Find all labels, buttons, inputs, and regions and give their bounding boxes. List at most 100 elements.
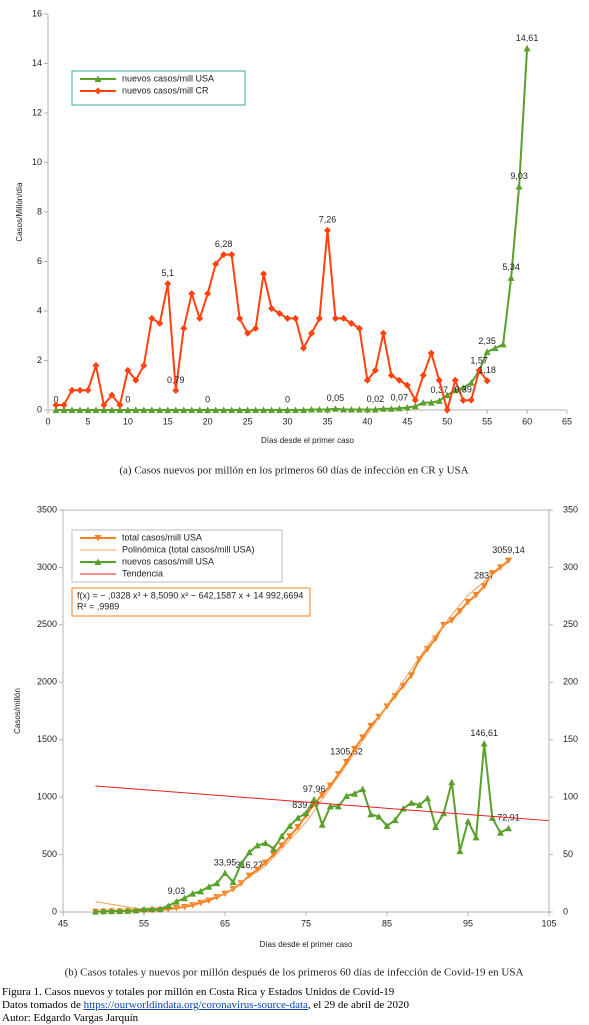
series-line — [95, 743, 509, 913]
data-label: 0,79 — [167, 375, 185, 385]
marker — [355, 324, 363, 332]
marker — [245, 872, 253, 880]
y-tick-label: 4 — [37, 305, 42, 315]
marker — [252, 406, 260, 413]
legend-label: nuevos casos/mill USA — [122, 556, 214, 566]
y-tick-label: 16 — [32, 8, 42, 18]
x-tick-label: 45 — [58, 918, 68, 928]
marker — [52, 401, 60, 409]
marker — [375, 813, 383, 820]
marker — [300, 406, 308, 413]
x-tick-label: 85 — [382, 918, 392, 928]
marker — [435, 376, 443, 384]
marker — [68, 386, 76, 394]
legend-label: nuevos casos/mill USA — [122, 73, 214, 83]
marker — [387, 405, 395, 412]
marker — [443, 391, 451, 399]
x-tick-label: 25 — [243, 416, 253, 426]
marker — [132, 906, 140, 914]
marker — [278, 842, 286, 849]
marker — [403, 381, 411, 389]
source-suffix: , el 29 de abril de 2020 — [307, 999, 410, 1011]
marker — [499, 340, 507, 348]
marker — [505, 557, 512, 565]
marker — [284, 406, 292, 413]
marker — [92, 406, 100, 413]
marker — [343, 759, 350, 766]
y-tick-label: 6 — [37, 256, 42, 266]
marker — [68, 406, 76, 413]
marker — [84, 406, 92, 413]
marker — [472, 833, 480, 841]
marker — [286, 822, 294, 829]
y2-tick-label: 150 — [563, 734, 578, 744]
marker — [140, 361, 148, 369]
caption: (b) Casos totales y nuevos por millón de… — [65, 967, 524, 979]
marker — [188, 406, 196, 413]
marker — [220, 251, 228, 259]
data-label: 1,57 — [470, 356, 488, 366]
marker — [244, 329, 252, 337]
source-prefix: Datos tomados de — [2, 999, 84, 1011]
marker — [387, 371, 395, 379]
data-label: 0 — [53, 394, 58, 404]
data-label: 9,03 — [510, 171, 528, 181]
marker — [395, 376, 403, 384]
source-link[interactable]: https://ourworldindata.org/coronavirus-s… — [83, 999, 308, 1011]
marker — [164, 902, 172, 909]
marker — [347, 406, 355, 413]
figure: 0 2 4 6 8 10 12 14 16 0 5 10 15 20 25 30 35 40 45 50 55 60 65 D… — [13, 8, 578, 979]
x-tick-label: 50 — [442, 416, 452, 426]
marker — [196, 406, 204, 413]
data-label: 0,07 — [391, 393, 409, 403]
marker — [124, 406, 132, 413]
marker — [116, 406, 124, 413]
marker — [188, 290, 196, 298]
x-tick-label: 35 — [322, 416, 332, 426]
marker — [383, 703, 391, 710]
data-label: 0,05 — [327, 393, 345, 403]
marker — [268, 406, 276, 413]
marker — [424, 794, 431, 802]
marker — [451, 386, 459, 394]
marker — [451, 376, 459, 384]
marker — [355, 406, 363, 413]
y-tick-label: 2500 — [37, 619, 57, 629]
marker — [220, 406, 228, 413]
y2-tick-label: 0 — [563, 906, 568, 916]
marker — [276, 406, 284, 413]
marker — [318, 821, 326, 828]
marker — [483, 377, 491, 385]
x-tick-label: 30 — [283, 416, 293, 426]
data-label: 0,02 — [367, 394, 385, 404]
marker — [315, 406, 323, 413]
marker — [140, 406, 148, 413]
annotation-box — [71, 587, 311, 617]
x-tick-label: 75 — [301, 918, 311, 928]
y-tick-label: 0 — [52, 906, 57, 916]
marker — [483, 348, 491, 355]
y-axis-label: Casos/millón — [13, 688, 22, 734]
legend-label: nuevos casos/mill CR — [122, 85, 209, 95]
marker — [411, 402, 419, 410]
marker — [100, 401, 108, 409]
marker — [359, 734, 367, 741]
marker — [432, 823, 440, 831]
x-tick-label: 55 — [139, 918, 149, 928]
marker — [467, 379, 475, 386]
data-label: 2837 — [474, 571, 494, 581]
marker — [94, 75, 102, 82]
data-label: 0,37 — [430, 385, 448, 395]
marker — [92, 361, 100, 369]
marker — [464, 817, 472, 825]
marker — [278, 832, 286, 840]
marker — [359, 785, 367, 793]
marker — [326, 782, 334, 790]
marker — [334, 771, 342, 778]
legend-box — [71, 529, 283, 583]
marker — [212, 260, 220, 268]
y-tick-label: 0 — [37, 404, 42, 414]
marker — [435, 397, 443, 404]
marker — [140, 905, 148, 913]
